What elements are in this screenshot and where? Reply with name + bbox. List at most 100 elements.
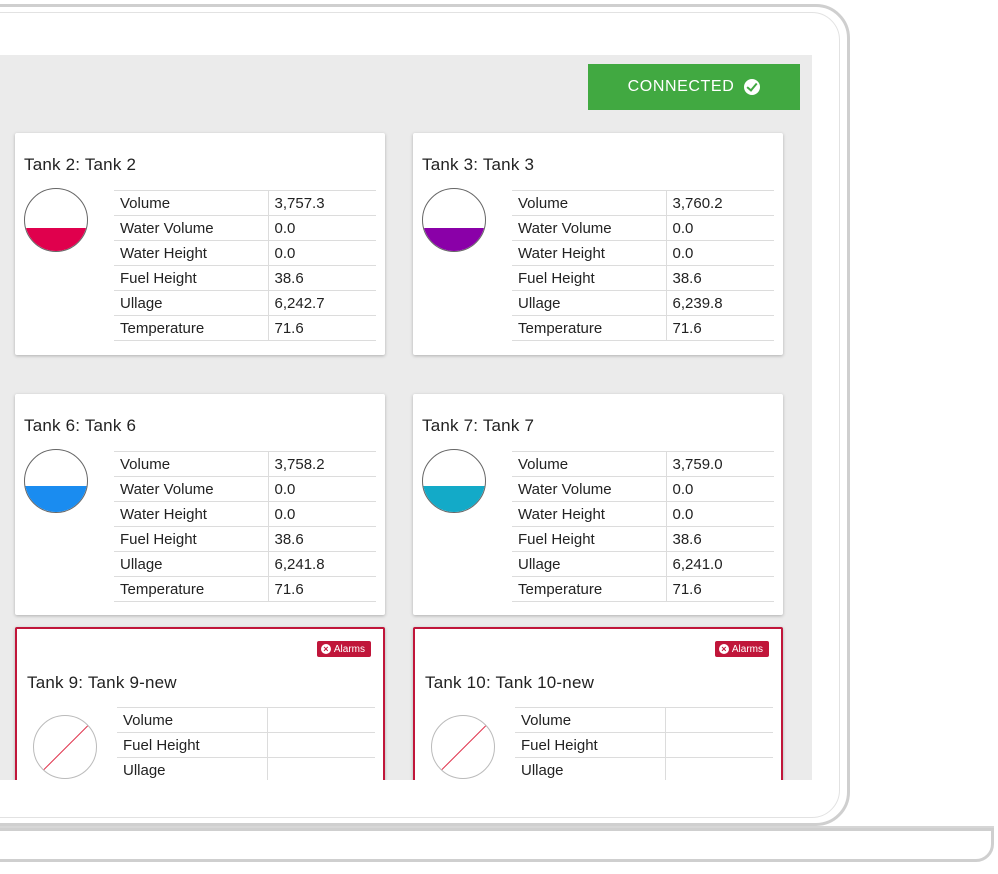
table-row: Temperature 71.6 — [512, 315, 774, 341]
row-value: 0.0 — [267, 476, 376, 502]
row-label: Fuel Height — [114, 265, 268, 291]
tank-level-fill — [25, 228, 87, 251]
tank-title: Tank 7: Tank 7 — [422, 416, 535, 435]
row-label: Fuel Height — [512, 265, 666, 291]
alarms-badge[interactable]: × Alarms — [714, 641, 769, 657]
row-value — [664, 707, 773, 733]
row-label: Ullage — [512, 290, 666, 316]
row-value — [664, 757, 773, 780]
row-label: Water Volume — [114, 215, 268, 241]
tank-card-alarm[interactable]: × Alarms Tank 9: Tank 9-new Volume Fuel … — [15, 627, 385, 780]
row-label: Water Volume — [512, 476, 666, 502]
x-circle-icon: × — [320, 644, 331, 654]
row-label: Volume — [114, 190, 268, 216]
connection-status-badge: CONNECTED — [588, 64, 800, 110]
tank-title: Tank 9: Tank 9-new — [27, 673, 177, 692]
tank-data-table: Volume 3,757.3 Water Volume 0.0 Water Heig… — [114, 190, 376, 341]
tank-level-gauge — [24, 188, 88, 252]
row-value: 0.0 — [665, 240, 774, 266]
row-label: Volume — [117, 707, 267, 733]
tank-data-table: Volume Fuel Height Ullage — [515, 707, 773, 780]
row-label: Volume — [512, 451, 666, 477]
table-row: Water Height 0.0 — [114, 240, 376, 266]
row-label: Volume — [515, 707, 665, 733]
x-circle-icon: × — [718, 644, 729, 654]
laptop-hinge — [0, 826, 994, 832]
tank-data-table: Volume 3,759.0 Water Volume 0.0 Water Heig… — [512, 451, 774, 602]
laptop-bezel — [0, 12, 840, 818]
row-label: Temperature — [114, 576, 268, 602]
row-label: Water Height — [512, 240, 666, 266]
dashboard-screen: CONNECTED Tank 2: Tank 2 Volume 3,757.3 W… — [0, 55, 812, 780]
row-value: 0.0 — [267, 501, 376, 527]
table-row: Ullage — [515, 757, 773, 780]
tank-level-fill — [423, 485, 485, 512]
row-value: 6,241.8 — [267, 551, 376, 577]
no-data-slash — [435, 718, 493, 777]
laptop-base — [0, 828, 994, 862]
tank-card[interactable]: Tank 2: Tank 2 Volume 3,757.3 Water Volum… — [15, 133, 385, 355]
tank-level-fill — [423, 228, 485, 251]
row-value: 6,242.7 — [267, 290, 376, 316]
table-row: Temperature 71.6 — [512, 576, 774, 602]
row-value: 6,241.0 — [665, 551, 774, 577]
row-label: Water Volume — [114, 476, 268, 502]
table-row: Temperature 71.6 — [114, 315, 376, 341]
table-row: Water Height 0.0 — [512, 240, 774, 266]
alarms-badge-label: Alarms — [333, 643, 365, 655]
tank-title: Tank 3: Tank 3 — [422, 155, 535, 174]
tank-card-alarm[interactable]: × Alarms Tank 10: Tank 10-new Volume Fue… — [413, 627, 783, 780]
row-value: 38.6 — [267, 265, 376, 291]
tank-card[interactable]: Tank 6: Tank 6 Volume 3,758.2 Water Volum… — [15, 394, 385, 615]
tank-level-gauge — [422, 449, 486, 513]
row-value: 71.6 — [267, 315, 376, 341]
tank-card[interactable]: Tank 3: Tank 3 Volume 3,760.2 Water Volum… — [413, 133, 783, 355]
table-row: Volume — [117, 707, 375, 733]
row-value — [266, 707, 375, 733]
alarms-badge-label: Alarms — [731, 643, 763, 655]
row-label: Temperature — [512, 315, 666, 341]
row-label: Ullage — [512, 551, 666, 577]
tank-card[interactable]: Tank 7: Tank 7 Volume 3,759.0 Water Volum… — [413, 394, 783, 615]
row-label: Fuel Height — [512, 526, 666, 552]
row-value: 6,239.8 — [665, 290, 774, 316]
row-value: 0.0 — [267, 240, 376, 266]
row-value: 38.6 — [665, 526, 774, 552]
table-row: Fuel Height 38.6 — [114, 526, 376, 552]
row-value: 71.6 — [267, 576, 376, 602]
row-value: 38.6 — [267, 526, 376, 552]
table-row: Water Volume 0.0 — [114, 215, 376, 241]
table-row: Volume 3,759.0 — [512, 451, 774, 477]
row-value: 0.0 — [665, 215, 774, 241]
table-row: Ullage 6,241.8 — [114, 551, 376, 577]
row-value: 0.0 — [665, 476, 774, 502]
row-label: Temperature — [114, 315, 268, 341]
tank-title: Tank 10: Tank 10-new — [425, 673, 595, 692]
tank-data-table: Volume Fuel Height Ullage — [117, 707, 375, 780]
row-value: 0.0 — [665, 501, 774, 527]
row-label: Fuel Height — [515, 732, 665, 758]
table-row: Water Volume 0.0 — [512, 215, 774, 241]
tank-level-fill — [25, 485, 87, 512]
tank-level-gauge — [24, 449, 88, 513]
row-label: Fuel Height — [117, 732, 267, 758]
row-value: 38.6 — [665, 265, 774, 291]
row-label: Temperature — [512, 576, 666, 602]
table-row: Fuel Height — [515, 732, 773, 758]
row-label: Fuel Height — [114, 526, 268, 552]
row-label: Water Height — [512, 501, 666, 527]
tank-level-gauge-unavailable — [431, 715, 495, 779]
row-value: 3,759.0 — [665, 451, 774, 477]
row-value: 3,758.2 — [267, 451, 376, 477]
check-circle-icon — [744, 79, 761, 95]
row-label: Volume — [114, 451, 268, 477]
table-row: Volume 3,758.2 — [114, 451, 376, 477]
table-row: Fuel Height 38.6 — [512, 526, 774, 552]
table-row: Temperature 71.6 — [114, 576, 376, 602]
row-label: Water Volume — [512, 215, 666, 241]
alarms-badge[interactable]: × Alarms — [316, 641, 371, 657]
table-row: Fuel Height 38.6 — [512, 265, 774, 291]
row-value: 71.6 — [665, 315, 774, 341]
row-label: Ullage — [114, 290, 268, 316]
connection-status-label: CONNECTED — [627, 78, 735, 95]
